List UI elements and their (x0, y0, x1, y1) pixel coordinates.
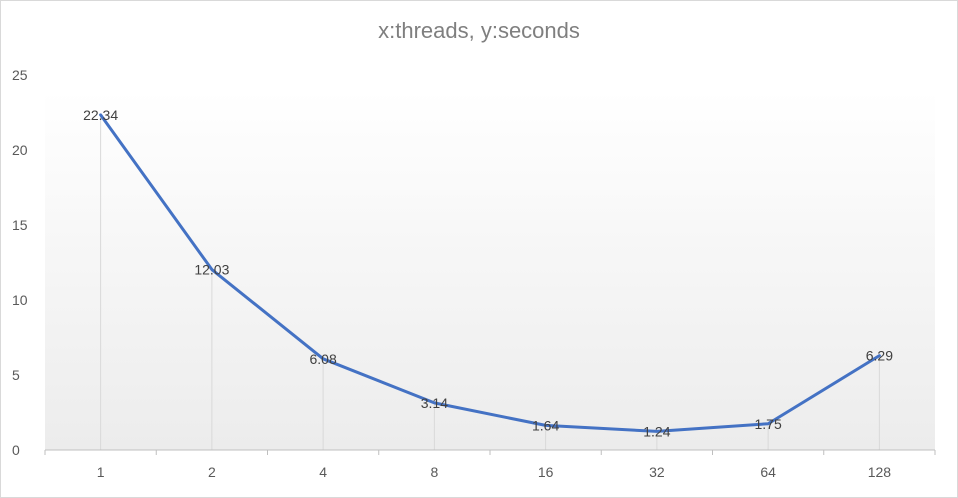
y-tick-label: 25 (12, 67, 28, 83)
y-tick-label: 20 (12, 142, 28, 158)
y-tick-label: 10 (12, 292, 28, 308)
series-line (99, 113, 881, 433)
data-label: 22.34 (83, 107, 118, 123)
data-label: 1.24 (643, 423, 670, 439)
data-label: 1.75 (755, 416, 782, 432)
data-label: 12.03 (194, 262, 229, 278)
data-label: 3.14 (421, 395, 448, 411)
x-tick-label: 64 (760, 464, 776, 480)
y-tick-label: 5 (12, 367, 20, 383)
x-tick-label: 128 (868, 464, 892, 480)
data-label: 6.08 (310, 351, 337, 367)
x-tick-label: 2 (208, 464, 216, 480)
x-tick-label: 32 (649, 464, 665, 480)
x-tick-label: 4 (319, 464, 327, 480)
y-tick-label: 15 (12, 217, 28, 233)
x-tick-label: 8 (430, 464, 438, 480)
x-tick-label: 16 (538, 464, 554, 480)
data-label: 6.29 (866, 348, 893, 364)
plot-area (45, 90, 935, 450)
chart-title: x:threads, y:seconds (378, 18, 580, 43)
data-label: 1.64 (532, 417, 559, 433)
y-tick-label: 0 (12, 442, 20, 458)
x-tick-label: 1 (97, 464, 105, 480)
